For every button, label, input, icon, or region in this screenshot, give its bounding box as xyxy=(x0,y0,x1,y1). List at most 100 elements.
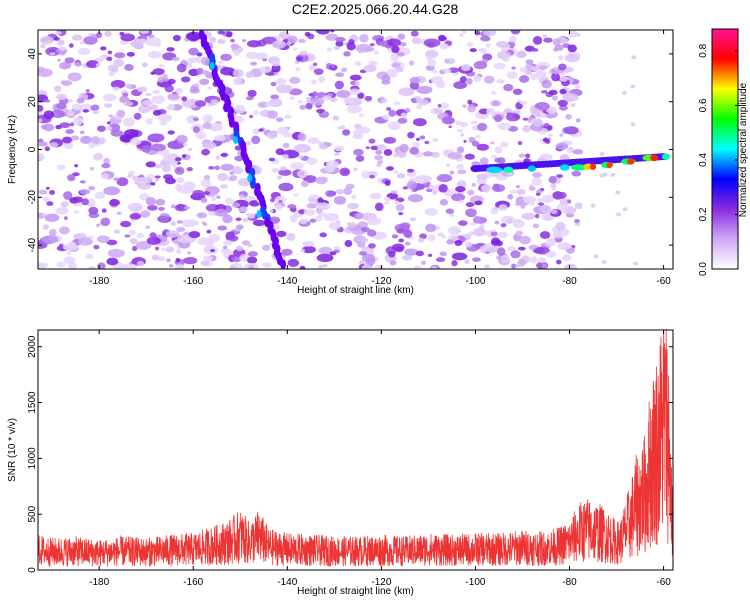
noise-blob xyxy=(174,157,182,162)
noise-blob xyxy=(166,104,176,111)
noise-blob xyxy=(287,204,297,209)
horizontal-mode-peak xyxy=(650,154,659,162)
noise-blob xyxy=(293,47,297,51)
noise-blob xyxy=(134,177,149,185)
noise-blob xyxy=(72,117,83,126)
noise-blob xyxy=(44,99,51,103)
noise-blob xyxy=(556,203,568,212)
noise-blob xyxy=(464,241,473,248)
noise-blob xyxy=(229,175,238,182)
noise-blob xyxy=(330,64,336,69)
noise-blob xyxy=(152,68,165,76)
diagonal-mode-blob xyxy=(223,102,230,113)
snr-x-tick-label: -180 xyxy=(89,577,109,588)
noise-blob xyxy=(333,45,340,51)
noise-blob xyxy=(412,118,427,127)
noise-blob xyxy=(456,146,465,154)
noise-blob xyxy=(458,199,464,204)
noise-blob xyxy=(46,186,50,190)
noise-blob xyxy=(82,109,89,113)
noise-blob xyxy=(393,153,399,158)
noise-blob xyxy=(66,110,75,117)
noise-blob xyxy=(322,264,328,268)
noise-blob xyxy=(41,213,47,217)
noise-blob xyxy=(290,162,304,170)
noise-blob xyxy=(473,75,482,82)
noise-blob xyxy=(401,254,413,261)
noise-blob xyxy=(512,88,523,95)
noise-blob xyxy=(112,86,120,92)
noise-blob xyxy=(53,85,62,93)
noise-blob xyxy=(306,157,318,166)
noise-blob xyxy=(518,246,526,251)
noise-blob xyxy=(145,37,161,46)
noise-blob xyxy=(541,90,548,94)
noise-blob xyxy=(201,148,211,156)
noise-blob xyxy=(486,107,495,115)
noise-blob xyxy=(222,245,228,250)
noise-blob xyxy=(396,173,406,179)
noise-blob xyxy=(491,184,506,193)
noise-blob xyxy=(248,265,255,269)
noise-blob xyxy=(437,103,442,108)
noise-blob xyxy=(163,174,174,180)
noise-blob xyxy=(351,194,357,200)
noise-blob xyxy=(567,30,579,38)
noise-blob xyxy=(416,103,423,110)
noise-blob xyxy=(108,114,114,118)
noise-blob xyxy=(106,257,119,266)
noise-blob xyxy=(162,163,171,173)
noise-blob xyxy=(213,135,226,142)
heatmap-plot xyxy=(38,30,673,269)
noise-blob xyxy=(354,61,362,66)
noise-blob xyxy=(340,125,346,130)
noise-blob xyxy=(220,247,231,254)
noise-blob xyxy=(155,198,166,206)
noise-blob xyxy=(330,30,335,33)
noise-blob xyxy=(129,213,142,220)
noise-blob xyxy=(128,170,136,175)
noise-blob xyxy=(145,118,153,125)
noise-blob xyxy=(58,243,64,249)
noise-blob xyxy=(312,62,318,66)
noise-blob xyxy=(306,203,318,209)
noise-blob xyxy=(289,76,301,84)
noise-blob xyxy=(334,80,344,90)
noise-blob xyxy=(354,81,360,86)
noise-blob xyxy=(49,142,59,148)
noise-blob xyxy=(277,175,282,180)
noise-blob xyxy=(381,74,391,83)
noise-blob xyxy=(44,146,51,152)
noise-blob xyxy=(556,259,562,265)
noise-blob xyxy=(524,69,532,76)
noise-blob xyxy=(490,237,501,246)
noise-blob xyxy=(136,260,145,267)
snr-y-label: SNR (10 * v/v) xyxy=(7,418,18,482)
noise-blob xyxy=(295,67,301,72)
noise-blob xyxy=(246,40,262,48)
noise-blob xyxy=(442,68,452,74)
noise-blob xyxy=(334,145,345,152)
noise-blob xyxy=(66,251,72,255)
noise-blob xyxy=(519,66,527,73)
noise-blob xyxy=(249,114,254,119)
noise-blob xyxy=(326,47,333,52)
noise-blob xyxy=(481,184,492,193)
noise-blob xyxy=(151,95,165,104)
snr-x-tick-label: -60 xyxy=(656,577,671,588)
noise-blob xyxy=(278,169,292,176)
noise-blob xyxy=(407,131,415,139)
noise-blob xyxy=(38,189,48,195)
noise-blob xyxy=(70,122,75,127)
noise-blob xyxy=(532,223,540,229)
noise-blob xyxy=(470,120,478,125)
noise-blob xyxy=(431,76,444,85)
noise-blob xyxy=(103,158,110,165)
noise-blob xyxy=(537,202,545,206)
noise-blob xyxy=(398,87,415,97)
noise-blob xyxy=(440,102,450,109)
noise-blob xyxy=(215,155,220,160)
noise-blob xyxy=(495,40,509,48)
noise-blob xyxy=(475,134,481,139)
noise-blob xyxy=(519,235,531,245)
